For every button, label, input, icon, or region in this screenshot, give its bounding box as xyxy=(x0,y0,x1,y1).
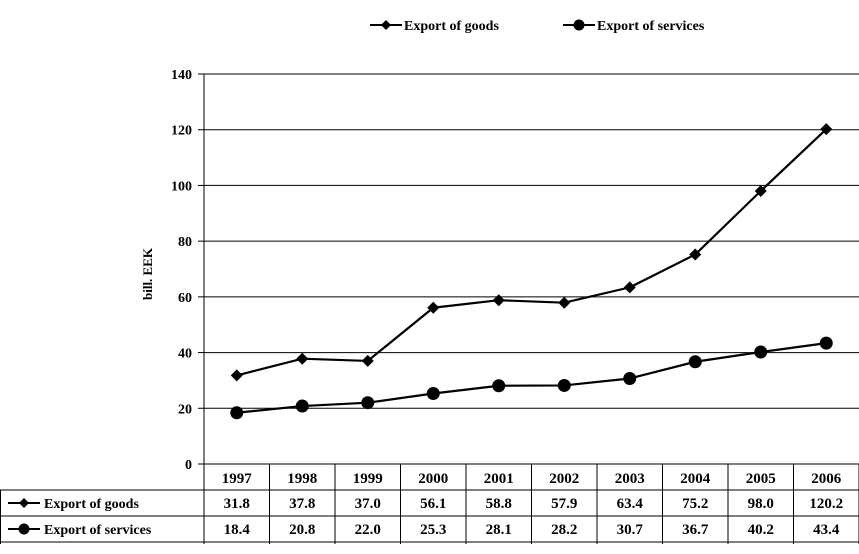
table-key-0-marker xyxy=(19,498,29,508)
series-line-0 xyxy=(236,128,828,377)
category-label-2001: 2001 xyxy=(484,471,514,487)
legend-label-1: Export of services xyxy=(597,19,705,34)
category-label-1997: 1997 xyxy=(222,471,253,487)
point-1-7 xyxy=(688,355,702,369)
point-1-3 xyxy=(426,387,440,401)
category-label-2002: 2002 xyxy=(549,471,579,487)
point-1-9 xyxy=(819,336,833,350)
data-label-1-8: 40.2 xyxy=(748,522,774,538)
data-label-1-2: 22.0 xyxy=(355,522,381,538)
y-tick-label-120: 120 xyxy=(171,124,192,139)
point-0-9 xyxy=(820,123,833,136)
category-label-2000: 2000 xyxy=(418,471,448,487)
point-0-2 xyxy=(361,354,374,367)
y-tick-label-100: 100 xyxy=(171,179,192,194)
data-label-1-3: 25.3 xyxy=(420,522,446,538)
data-label-1-6: 30.7 xyxy=(617,522,644,538)
data-table: 1997 1998 1999 2000 2001 2002 2003 2004 2005 2006… xyxy=(0,463,859,544)
y-tick-label-20: 20 xyxy=(178,402,192,417)
data-label-1-1: 20.8 xyxy=(289,522,315,538)
legend-0-marker xyxy=(381,20,391,30)
point-1-6 xyxy=(623,371,637,385)
y-tick-label-80: 80 xyxy=(178,235,192,250)
data-label-1-4: 28.1 xyxy=(486,522,512,538)
point-0-8 xyxy=(754,185,767,197)
legend-label-0: Export of goods xyxy=(404,19,499,34)
point-1-1 xyxy=(295,399,309,413)
point-0-4 xyxy=(492,294,505,307)
data-label-1-9: 43.4 xyxy=(813,522,840,538)
point-0-7 xyxy=(689,248,702,261)
category-label-2003: 2003 xyxy=(615,471,645,487)
data-label-1-5: 28.2 xyxy=(551,522,577,538)
data-label-0-1: 37.8 xyxy=(289,496,315,512)
data-label-0-8: 98.0 xyxy=(748,496,774,512)
series-lines xyxy=(230,123,833,420)
point-1-5 xyxy=(557,378,571,392)
point-1-0 xyxy=(230,406,244,420)
data-label-1-0: 18.4 xyxy=(224,522,251,538)
y-tick-label-140: 140 xyxy=(171,68,192,83)
table-key-1-marker xyxy=(18,523,30,535)
legend: Export of goods Export of services xyxy=(370,19,705,34)
data-label-1-7: 36.7 xyxy=(682,522,709,538)
category-label-1998: 1998 xyxy=(287,471,317,487)
data-label-0-7: 75.2 xyxy=(682,496,708,512)
y-axis-title: bill. EEK xyxy=(140,247,155,300)
data-label-0-0: 31.8 xyxy=(224,496,250,512)
data-label-0-3: 56.1 xyxy=(420,496,446,512)
data-label-0-5: 57.9 xyxy=(551,496,577,512)
data-label-0-4: 58.8 xyxy=(486,496,512,512)
y-axis-ticks: 0 20 40 60 80 100 120 140 xyxy=(171,68,192,473)
category-label-2005: 2005 xyxy=(746,471,776,487)
point-1-2 xyxy=(361,396,375,410)
point-0-0 xyxy=(230,369,243,382)
y-tick-label-60: 60 xyxy=(178,291,192,306)
data-label-0-2: 37.0 xyxy=(355,496,381,512)
y-tick-label-40: 40 xyxy=(178,347,192,362)
category-label-1999: 1999 xyxy=(353,471,383,487)
y-tick-label-0: 0 xyxy=(185,458,192,473)
point-1-4 xyxy=(492,379,506,393)
legend-1-marker xyxy=(573,19,585,31)
series-line-1 xyxy=(236,342,827,414)
data-label-0-6: 63.4 xyxy=(617,496,644,512)
point-0-3 xyxy=(427,301,440,314)
table-row-label-0: Export of goods xyxy=(44,497,139,512)
point-0-1 xyxy=(296,352,309,365)
data-label-0-9: 120.2 xyxy=(809,496,843,512)
category-label-2004: 2004 xyxy=(680,471,711,487)
gridlines xyxy=(198,73,859,465)
table-row-label-1: Export of services xyxy=(44,523,152,538)
point-0-5 xyxy=(558,296,571,309)
point-0-6 xyxy=(623,281,636,294)
point-1-8 xyxy=(754,345,768,359)
category-label-2006: 2006 xyxy=(811,471,842,487)
